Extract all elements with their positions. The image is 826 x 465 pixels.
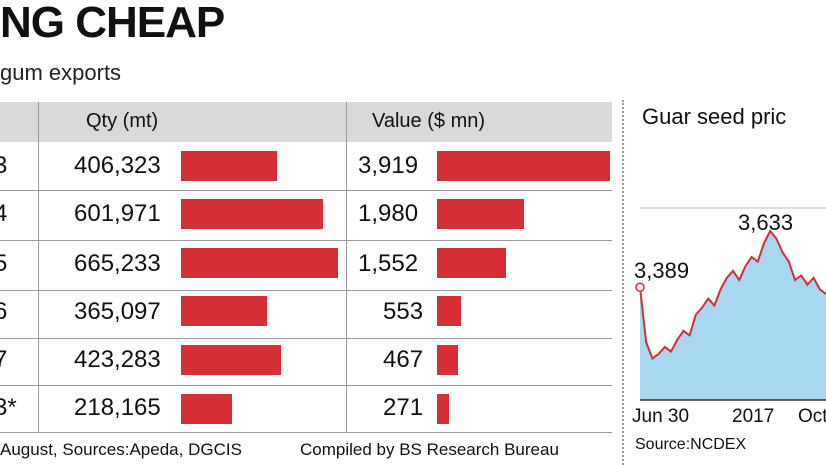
value-bar xyxy=(437,345,458,375)
value-cell: 467 xyxy=(383,346,424,373)
year-cell: 4 xyxy=(0,200,8,227)
guar-seed-price-chart: 3,389 3,633 Jun 30 2017 Oct xyxy=(632,207,826,427)
value-cell: 1,980 xyxy=(358,200,419,227)
qty-cell: 423,283 xyxy=(74,346,161,373)
value-bar xyxy=(437,296,462,326)
qty-cell: 365,097 xyxy=(74,298,161,325)
start-point-marker xyxy=(635,282,645,292)
value-bar xyxy=(437,151,610,181)
value-bar xyxy=(437,394,449,424)
year-cell: 5 xyxy=(0,250,8,277)
qty-bar xyxy=(181,394,233,424)
chart-title: Guar seed pric xyxy=(642,104,787,129)
value-bar xyxy=(437,248,506,278)
row-divider xyxy=(0,338,612,339)
qty-cell: 406,323 xyxy=(74,152,161,179)
row-divider xyxy=(0,385,612,386)
value-cell: 3,919 xyxy=(358,152,419,179)
year-cell: 7 xyxy=(0,346,8,373)
x-tick-label: 2017 xyxy=(732,406,774,427)
value-column-header: Value ($ mn) xyxy=(372,110,486,132)
qty-cell: 218,165 xyxy=(74,394,161,421)
year-cell: 3* xyxy=(0,394,17,421)
row-divider xyxy=(0,432,612,433)
qty-bar xyxy=(181,248,338,278)
qty-bar xyxy=(181,199,324,229)
value-cell: 1,552 xyxy=(358,250,419,277)
qty-column-header: Qty (mt) xyxy=(86,110,159,132)
annotation-peak-value: 3,633 xyxy=(738,210,793,235)
price-line xyxy=(639,229,826,361)
price-area xyxy=(640,231,826,400)
footer-sources: August, Sources:Apeda, DGCIS xyxy=(0,440,242,459)
row-divider xyxy=(0,190,612,191)
table-header: Qty (mt) Value ($ mn) xyxy=(0,102,612,142)
qty-cell: 601,971 xyxy=(74,200,161,227)
x-tick-label: Jun 30 xyxy=(632,406,689,427)
year-cell: 3 xyxy=(0,152,8,179)
row-divider xyxy=(0,290,612,291)
value-cell: 271 xyxy=(383,394,424,421)
subheadline: gum exports xyxy=(0,60,122,85)
annotation-start-value: 3,389 xyxy=(634,258,689,283)
column-divider xyxy=(346,102,347,432)
chart-source: Source:NCDEX xyxy=(635,436,747,453)
year-cell: 6 xyxy=(0,298,8,325)
column-divider xyxy=(38,102,39,432)
row-divider xyxy=(0,240,612,241)
value-bar xyxy=(437,199,525,229)
footer-compiled: Compiled by BS Research Bureau xyxy=(300,440,559,459)
headline: NG CHEAP xyxy=(0,0,225,47)
value-cell: 553 xyxy=(383,298,424,325)
x-tick-label: Oct xyxy=(798,406,826,427)
panel-divider xyxy=(622,100,624,465)
qty-bar xyxy=(181,296,268,326)
qty-bar xyxy=(181,151,277,181)
qty-cell: 665,233 xyxy=(74,250,161,277)
qty-bar xyxy=(181,345,281,375)
